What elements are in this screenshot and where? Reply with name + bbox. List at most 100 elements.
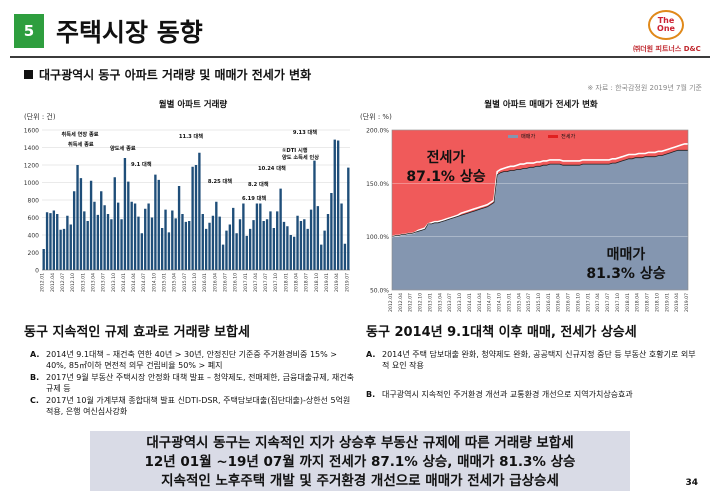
bar: [103, 205, 106, 270]
x-tick-label: 2018.10: [314, 273, 320, 292]
x-tick-label: 2016.01: [202, 273, 208, 292]
bar: [303, 219, 306, 270]
y-tick-label: 800: [28, 198, 40, 205]
x-tick-label: 2017.10: [273, 273, 279, 292]
x-tick-label: 2012.01: [388, 293, 394, 312]
x-tick-label: 2016.07: [566, 293, 572, 312]
bar: [140, 233, 144, 270]
x-tick-label: 2014.10: [151, 273, 157, 292]
x-tick-label: 2014.04: [131, 273, 137, 292]
list-item: A. 2014년 주택 담보대출 완화, 청약제도 완화, 공공택지 신규지정 중…: [366, 350, 696, 370]
x-tick-label: 2017.04: [253, 273, 259, 292]
price-change-area-chart: 50.0% 100.0% 150.0% 200.0% 2012.01 2012.04 201…: [366, 128, 690, 313]
x-tick-label: 2015.10: [192, 273, 198, 292]
bar: [164, 209, 167, 270]
bar: [289, 235, 292, 270]
logo-name: ㈜더원 피트너스 D&C: [633, 45, 701, 53]
bar: [262, 221, 265, 270]
bar: [79, 178, 83, 270]
bar: [174, 218, 177, 270]
bar: [208, 222, 211, 270]
y-tick-label: 1200: [24, 163, 39, 170]
x-tick-label: 2017.07: [263, 273, 269, 292]
x-tick-label: 2014.01: [467, 293, 473, 312]
x-tick-label: 2019.07: [344, 273, 350, 292]
bar: [83, 211, 86, 270]
section-heading-text: 대구광역시 동구 아파트 거래량 및 매매가 전세가 변화: [39, 68, 312, 82]
bar: [120, 219, 123, 270]
bar: [133, 203, 137, 270]
left-bullet-list: A. 2014년 9.1대책 – 재건축 연한 40년 > 30년, 안정진단 기…: [30, 349, 355, 418]
header-divider: [10, 56, 710, 58]
bar: [259, 203, 262, 270]
section-heading: 대구광역시 동구 아파트 거래량 및 매매가 전세가 변화: [24, 66, 311, 83]
x-tick-label: 2013.01: [427, 293, 433, 312]
list-item: B. 대구광역시 지속적인 주거환경 개선과 교통환경 개선으로 지역가치상승효과: [366, 390, 633, 399]
bar: [347, 167, 350, 270]
bar: [265, 219, 269, 270]
bar: [96, 214, 100, 270]
bar: [100, 191, 103, 270]
bar: [313, 160, 316, 270]
bar: [130, 201, 133, 270]
bar: [177, 186, 181, 270]
company-logo: The One ㈜더원 피트너스 D&C: [626, 10, 708, 54]
bar: [211, 215, 215, 270]
x-tick-label: 2018.07: [304, 273, 310, 292]
bar: [113, 177, 116, 270]
left-column-heading: 동구 지속적인 규제 효과로 거래량 보합세: [24, 325, 250, 340]
y-tick-label: 1400: [24, 145, 39, 152]
bar: [160, 228, 164, 270]
page-number: 34: [685, 478, 698, 488]
right-chart-title: 월별 아파트 매매가 전세가 변화: [484, 100, 598, 110]
legend-label: 매매가: [521, 132, 536, 140]
bar: [255, 203, 259, 270]
square-bullet-icon: [24, 70, 33, 79]
bar: [225, 230, 228, 270]
summary-line-1: 대구광역시 동구는 지속적인 지가 상승후 부동산 규제에 따른 거래량 보합세: [146, 435, 574, 451]
bar: [252, 220, 255, 270]
x-tick-label: 2012.07: [60, 273, 66, 292]
y-tick-label: 100.0%: [366, 234, 389, 241]
x-tick-label: 2015.07: [526, 293, 532, 312]
bar: [343, 243, 347, 270]
bar: [181, 214, 184, 270]
x-tick-label: 2013.10: [111, 273, 117, 292]
x-tick-label: 2018.04: [294, 273, 300, 292]
x-tick-label: 2014.04: [477, 293, 483, 312]
x-tick-label: 2014.07: [141, 273, 147, 292]
bar: [242, 203, 245, 270]
x-tick-label: 2016.10: [575, 293, 581, 312]
x-tick-label: 2015.01: [506, 293, 512, 312]
x-tick-label: 2014.01: [121, 273, 127, 292]
bar: [116, 202, 120, 270]
x-tick-label: 2017.04: [595, 293, 601, 312]
list-item: C. 2017년 10월 가계부채 종합대책 발표 신DTI-DSR, 주택담보대…: [30, 396, 351, 416]
x-tick-label: 2014.07: [487, 293, 493, 312]
bar: [238, 219, 242, 270]
x-tick-label: 2019.04: [674, 293, 680, 312]
data-source-note: ※ 자료 : 한국감정원 2019년 7월 기준: [587, 84, 702, 92]
y-tick-label: 200: [28, 250, 40, 257]
bar: [235, 233, 238, 270]
left-chart-unit: (단위 : 건): [24, 113, 56, 121]
x-tick-label: 2013.04: [90, 273, 96, 292]
bar: [204, 228, 208, 270]
bar: [279, 188, 282, 270]
bar: [282, 221, 286, 270]
x-tick-label: 2019.01: [664, 293, 670, 312]
maemae-callout: 매매가: [607, 247, 646, 263]
bar: [245, 235, 248, 270]
bar: [62, 228, 66, 270]
policy-annotation: 양도세 종료: [110, 144, 136, 152]
jeonse-callout: 전세가: [427, 149, 466, 166]
x-tick-label: 2017.01: [585, 293, 591, 312]
policy-annotation: 8.25 대책: [208, 177, 232, 185]
bar: [69, 224, 72, 270]
bar: [157, 179, 160, 270]
bar: [167, 232, 171, 270]
bar: [286, 226, 289, 270]
x-tick-label: 2012.10: [70, 273, 76, 292]
x-tick-label: 2019.07: [684, 293, 690, 312]
x-tick-label: 2015.04: [172, 273, 178, 292]
